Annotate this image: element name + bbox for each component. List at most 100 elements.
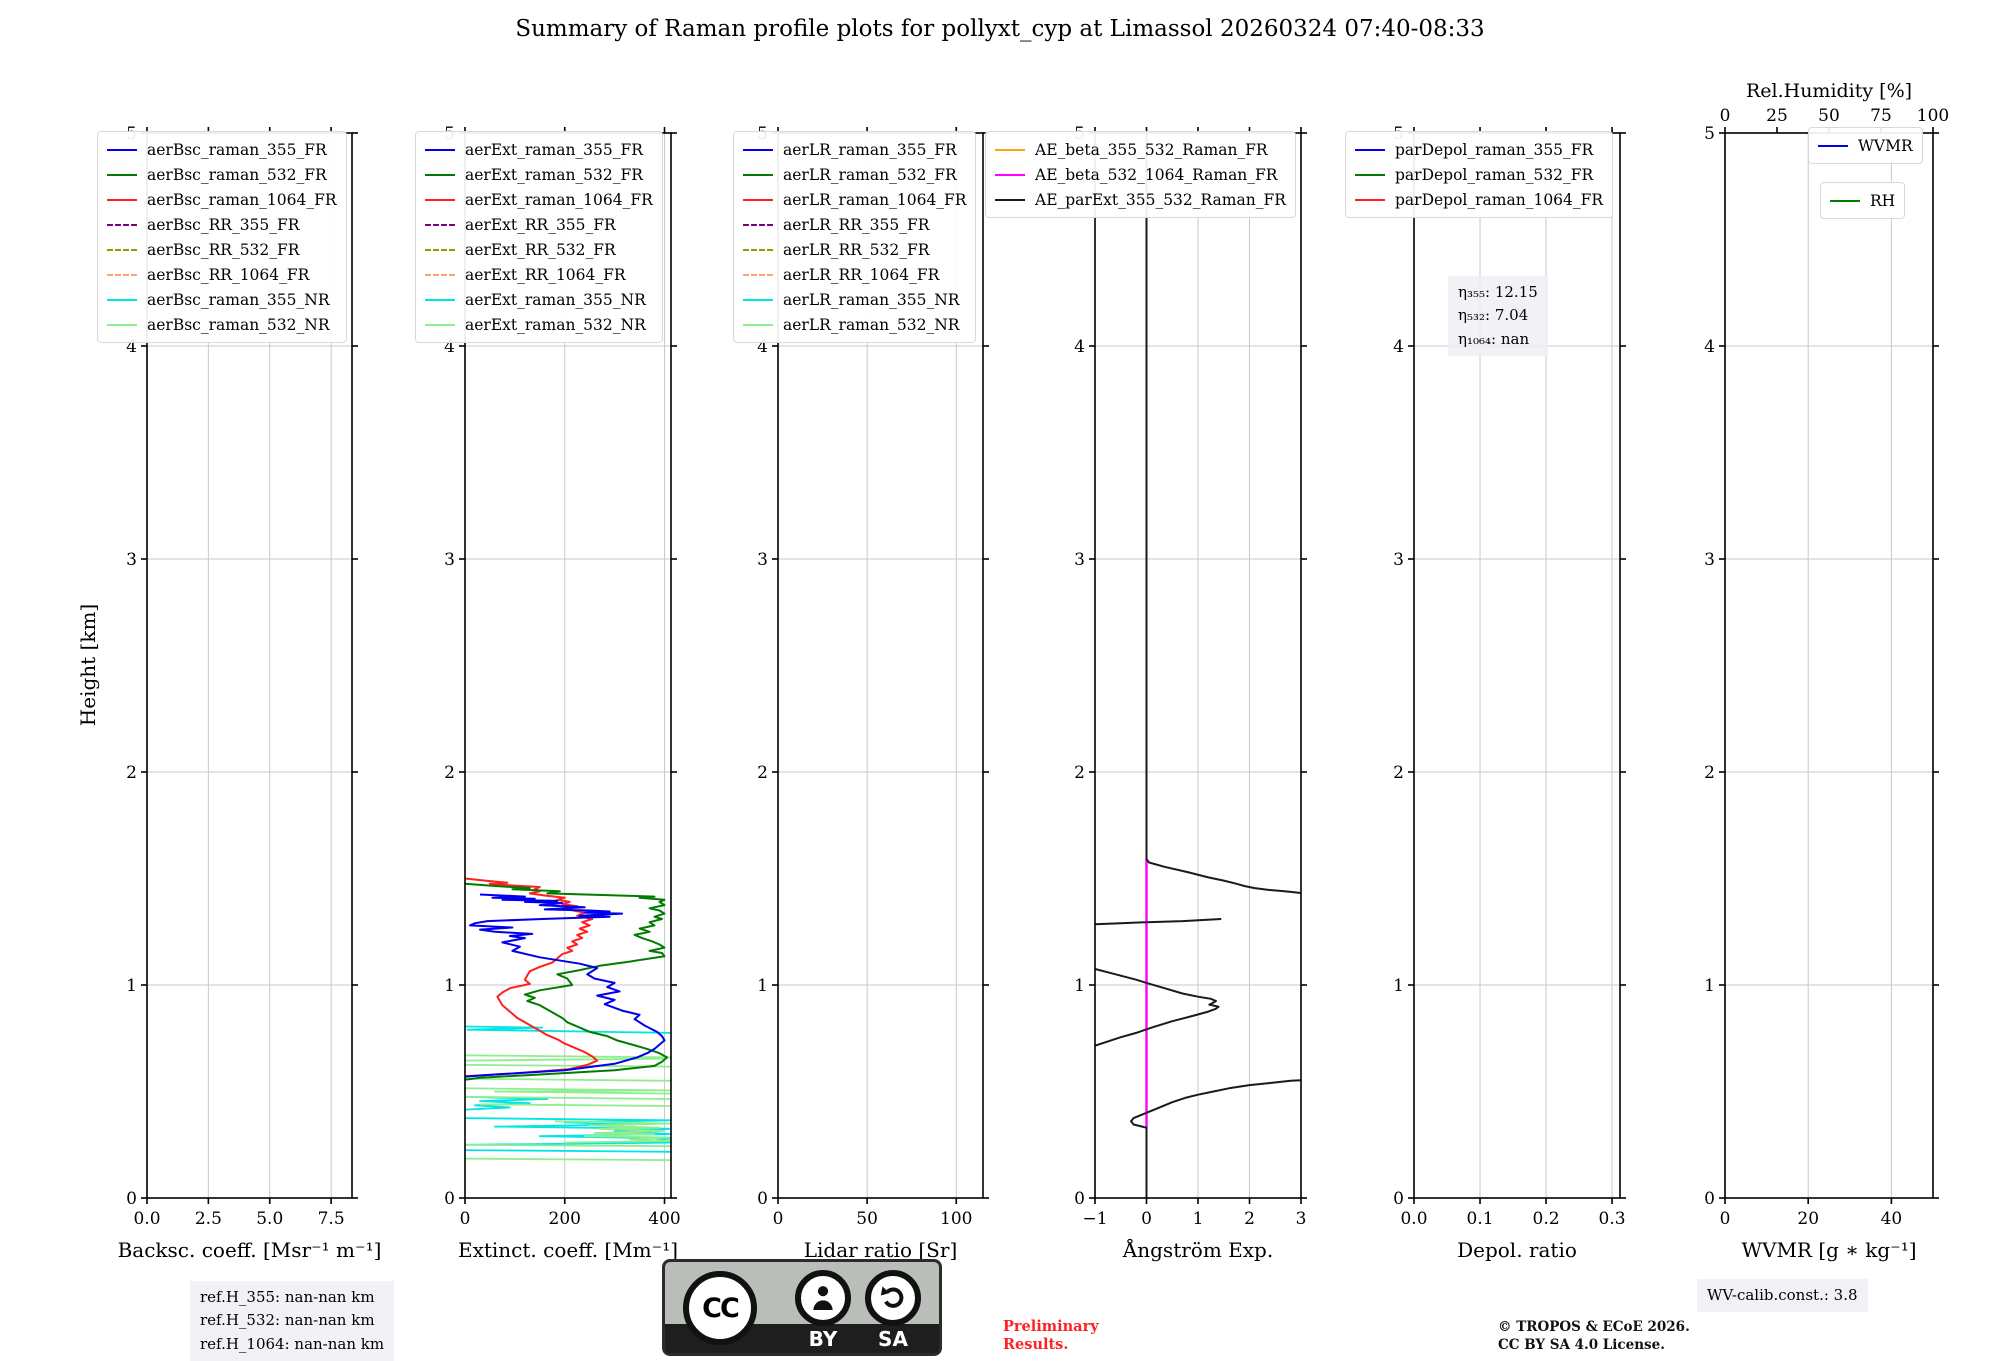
legend-entry: parDepol_raman_1064_FR [1355, 187, 1603, 212]
legend-backscatter: aerBsc_raman_355_FR aerBsc_raman_532_FR ae… [97, 131, 347, 343]
x-tick-label: 0.0 [1400, 1209, 1427, 1229]
legend-label: aerBsc_RR_1064_FR [147, 265, 310, 284]
attribution-person-icon [795, 1270, 851, 1326]
series-AE_parExt_355_532_Raman_FR [1095, 968, 1220, 1047]
cc-by-sa-badge: CC BY SA [662, 1259, 942, 1356]
wv-calib-text: WV-calib.const.: 3.8 [1707, 1286, 1858, 1304]
x-tick-label: 400 [648, 1209, 680, 1229]
series-aerExt_raman_355_FR [465, 893, 666, 1078]
legend-entry: aerLR_raman_1064_FR [743, 187, 966, 212]
series-aerExt_raman_532_NR [479, 1103, 671, 1107]
series-aerExt_raman_532_NR [465, 1064, 671, 1068]
x-tick-label: 3 [1296, 1209, 1307, 1229]
legend-entry: aerLR_RR_355_FR [743, 212, 966, 237]
legend-label: aerExt_RR_1064_FR [465, 265, 626, 284]
person-icon [813, 1286, 833, 1311]
legend-label: aerLR_raman_532_FR [783, 165, 957, 184]
legend-line-sample [107, 273, 137, 276]
copyright-line1: © TROPOS & ECoE 2026. [1498, 1319, 1690, 1335]
legend-line-sample [1830, 199, 1860, 202]
legend-line-sample [1355, 148, 1385, 151]
x-tick-label: 7.5 [318, 1209, 345, 1229]
legend-label: AE_parExt_355_532_Raman_FR [1035, 190, 1286, 209]
legend-line-sample [425, 298, 455, 301]
x-tick-label: 0.2 [1533, 1209, 1560, 1229]
y-tick-label: 2 [1393, 763, 1404, 783]
legend-label: aerExt_raman_355_FR [465, 140, 643, 159]
legend-entry: aerBsc_raman_532_FR [107, 162, 337, 187]
legend-line-sample [425, 173, 455, 176]
legend-label: aerBsc_raman_1064_FR [147, 190, 337, 209]
legend-line-sample [743, 323, 773, 326]
legend-entry: aerLR_raman_532_FR [743, 162, 966, 187]
legend-line-sample [425, 148, 455, 151]
eta-calibration-annotation: η₃₅₅: 12.15 η₅₃₂: 7.04 η₁₀₆₄: nan [1448, 276, 1548, 356]
y-tick-label: 0 [1704, 1189, 1715, 1209]
y-tick-label: 4 [1074, 337, 1085, 357]
legend-label: aerLR_raman_355_NR [783, 290, 960, 309]
legend-entry: aerBsc_raman_1064_FR [107, 187, 337, 212]
y-tick-label: 2 [444, 763, 455, 783]
x-axis-label-backscatter: Backsc. coeff. [Msr⁻¹ m⁻¹] [118, 1238, 382, 1262]
legend-label: parDepol_raman_355_FR [1395, 140, 1594, 159]
legend-entry: aerBsc_RR_1064_FR [107, 262, 337, 287]
x-tick-label: 200 [549, 1209, 581, 1229]
legend-line-sample [107, 223, 137, 226]
legend-entry: aerExt_raman_1064_FR [425, 187, 653, 212]
legend-line-sample [107, 198, 137, 201]
legend-line-sample [743, 248, 773, 251]
legend-depol: parDepol_raman_355_FR parDepol_raman_532_… [1345, 131, 1614, 218]
legend-entry: aerLR_raman_355_FR [743, 137, 966, 162]
reference-height-annotation: ref.H_355: nan-nan km ref.H_532: nan-nan… [190, 1281, 395, 1361]
y-tick-label: 1 [1393, 976, 1404, 996]
wv-calibration-annotation: WV-calib.const.: 3.8 [1697, 1279, 1868, 1313]
legend-label: RH [1870, 191, 1896, 210]
legend-line-sample [743, 198, 773, 201]
eta-value: η₁₀₆₄: nan [1458, 329, 1530, 348]
legend-line-sample [107, 148, 137, 151]
legend-entry: aerLR_raman_355_NR [743, 287, 966, 312]
legend-label: aerBsc_raman_355_NR [147, 290, 330, 309]
cc-icon-text: CC [702, 1292, 740, 1324]
legend-entry: AE_beta_532_1064_Raman_FR [995, 162, 1286, 187]
panel-frame [1724, 132, 1934, 1199]
x-tick-label: 2 [1244, 1209, 1255, 1229]
legend-lidar-ratio: aerLR_raman_355_FR aerLR_raman_532_FR aerL… [733, 131, 977, 343]
y-tick-label: 1 [1704, 976, 1715, 996]
legend-entry: RH [1830, 188, 1895, 213]
y-tick-label: 3 [126, 550, 137, 570]
legend-label: parDepol_raman_1064_FR [1395, 190, 1604, 209]
series-aerExt_raman_355_NR [465, 1025, 671, 1035]
y-tick-label: 1 [1074, 976, 1085, 996]
circular-arrow-icon [880, 1286, 904, 1308]
y-tick-label: 1 [757, 976, 768, 996]
x-tick-label: 0 [773, 1209, 784, 1229]
legend-label: parDepol_raman_532_FR [1395, 165, 1594, 184]
y-tick-label: 2 [1704, 763, 1715, 783]
y-tick-label: 4 [444, 337, 455, 357]
series-AE_parExt_355_532_Raman_FR [1095, 918, 1222, 926]
legend-line-sample [425, 273, 455, 276]
legend-label: aerBsc_raman_532_FR [147, 165, 327, 184]
legend-entry: aerLR_raman_532_NR [743, 312, 966, 337]
legend-line-sample [995, 148, 1025, 151]
x-axis-label-extinction: Extinct. coeff. [Mm⁻¹] [458, 1238, 678, 1262]
series-aerExt_raman_1064_FR [465, 877, 599, 1078]
x-tick-label: 100 [940, 1209, 972, 1229]
legend-line-sample [107, 248, 137, 251]
ref-height-1064: ref.H_1064: nan-nan km [200, 1334, 385, 1353]
legend-label: aerLR_raman_1064_FR [783, 190, 967, 209]
x-tick-label: 5.0 [256, 1209, 283, 1229]
legend-entry: aerBsc_raman_532_NR [107, 312, 337, 337]
legend-entry: AE_beta_355_532_Raman_FR [995, 137, 1286, 162]
legend-entry: AE_parExt_355_532_Raman_FR [995, 187, 1286, 212]
series-aerExt_raman_532_NR [465, 1087, 671, 1095]
legend-line-sample [425, 323, 455, 326]
legend-angstrom: AE_beta_355_532_Raman_FR AE_beta_532_1064… [985, 131, 1296, 218]
y-tick-label: 2 [126, 763, 137, 783]
y-tick-label: 0 [126, 1189, 137, 1209]
legend-rh: RH [1820, 182, 1906, 219]
legend-label: aerExt_raman_355_NR [465, 290, 646, 309]
legend-line-sample [107, 323, 137, 326]
